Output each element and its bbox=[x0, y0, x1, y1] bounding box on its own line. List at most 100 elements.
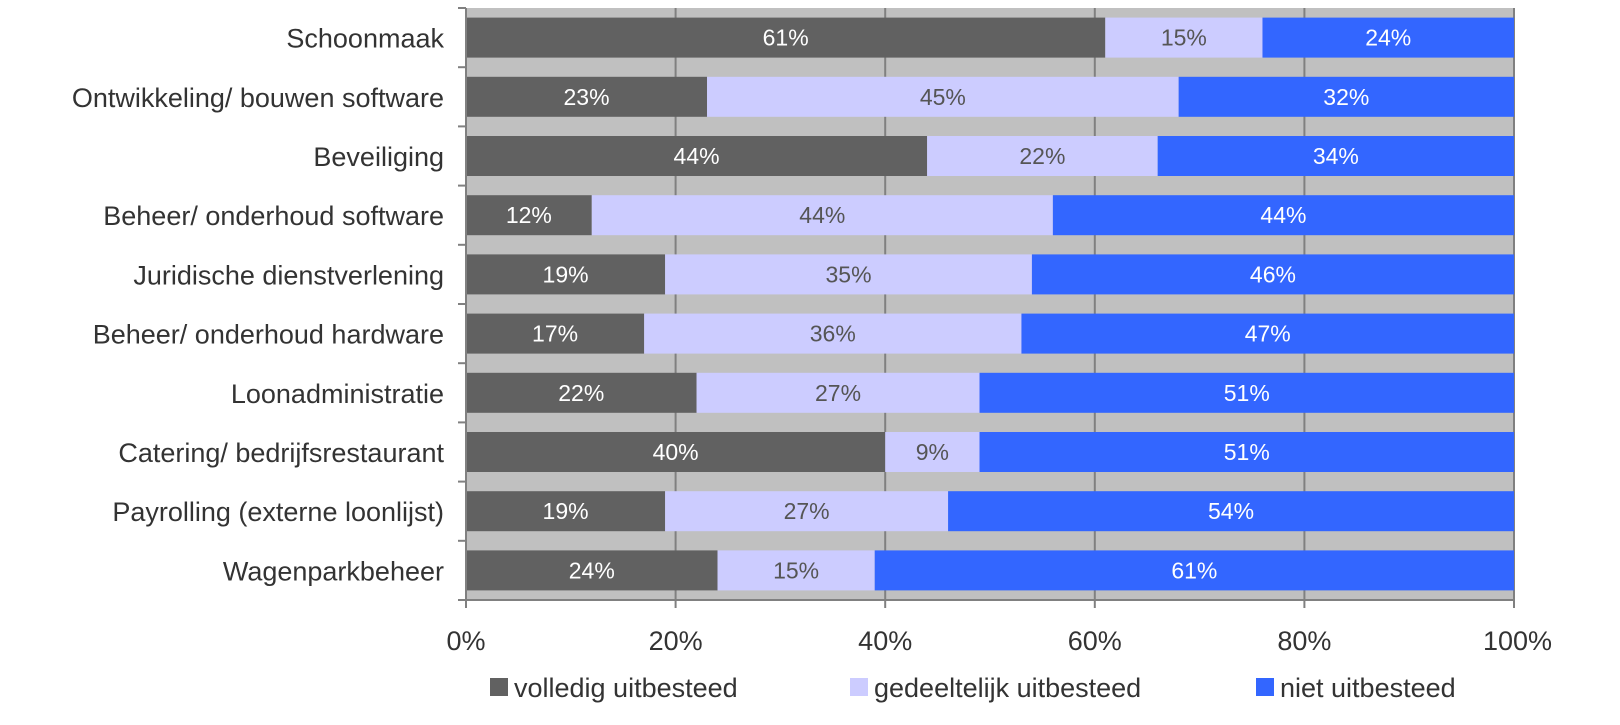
bar-segment bbox=[979, 372, 1514, 413]
legend-label: volledig uitbesteed bbox=[514, 673, 738, 703]
bar-segment bbox=[707, 76, 1179, 117]
bar-row: 22% 27% 51% bbox=[466, 372, 1514, 413]
data-label: 40% bbox=[653, 439, 699, 465]
bar-segment bbox=[466, 372, 697, 413]
category-label: Payrolling (externe loonlijst) bbox=[112, 497, 444, 527]
legend-swatch bbox=[490, 678, 508, 696]
data-label: 15% bbox=[1161, 25, 1207, 51]
data-label: 44% bbox=[799, 202, 845, 228]
bar-row: 19% 27% 54% bbox=[466, 491, 1514, 532]
data-label: 54% bbox=[1208, 498, 1254, 524]
data-label: 44% bbox=[1260, 202, 1306, 228]
data-label: 51% bbox=[1224, 439, 1270, 465]
bar-segment bbox=[1105, 17, 1263, 58]
data-label: 27% bbox=[784, 498, 830, 524]
x-tick-label: 80% bbox=[1277, 626, 1331, 656]
x-tick-labels: 0% 20% 40% 60% 80% 100% bbox=[446, 626, 1552, 656]
bar-segment bbox=[665, 254, 1032, 295]
data-label: 36% bbox=[810, 321, 856, 347]
data-label: 27% bbox=[815, 380, 861, 406]
legend-swatch bbox=[850, 678, 868, 696]
data-label: 61% bbox=[1171, 557, 1217, 583]
category-label: Beheer/ onderhoud hardware bbox=[93, 320, 444, 350]
bar-segment bbox=[927, 136, 1158, 176]
bar-row: 17% 36% 47% bbox=[466, 313, 1514, 354]
category-label: Ontwikkeling/ bouwen software bbox=[72, 83, 444, 113]
data-label: 19% bbox=[543, 498, 589, 524]
axes bbox=[458, 7, 1515, 608]
bar-segment bbox=[1262, 17, 1514, 58]
data-label: 12% bbox=[506, 202, 552, 228]
data-label: 47% bbox=[1245, 321, 1291, 347]
data-label: 24% bbox=[569, 557, 615, 583]
bar-row: 44% 22% 34% bbox=[466, 136, 1514, 176]
x-tick-label: 60% bbox=[1068, 626, 1122, 656]
bar-segment bbox=[466, 254, 666, 295]
bar-segment bbox=[1021, 313, 1514, 354]
data-label: 34% bbox=[1313, 143, 1359, 169]
legend-item: niet uitbesteed bbox=[1256, 673, 1456, 703]
bar-segment bbox=[696, 372, 980, 413]
bar-segment bbox=[874, 550, 1514, 591]
legend-label: gedeeltelijk uitbesteed bbox=[874, 673, 1141, 703]
category-label: Beheer/ onderhoud software bbox=[103, 201, 444, 231]
data-label: 32% bbox=[1323, 84, 1369, 110]
bar-segment bbox=[591, 195, 1053, 236]
legend-item: volledig uitbesteed bbox=[490, 673, 738, 703]
x-tick-label: 0% bbox=[446, 626, 485, 656]
x-tick-label: 20% bbox=[649, 626, 703, 656]
category-label: Schoonmaak bbox=[286, 24, 444, 54]
category-labels: Schoonmaak Ontwikkeling/ bouwen software B… bbox=[72, 24, 445, 587]
category-label: Loonadministratie bbox=[231, 379, 444, 409]
bar-segment bbox=[1178, 76, 1514, 117]
bar-segment bbox=[1157, 136, 1514, 176]
bar-segment bbox=[717, 550, 875, 591]
bar-segment bbox=[466, 313, 645, 354]
legend-item: gedeeltelijk uitbesteed bbox=[850, 673, 1141, 703]
bar-segment bbox=[948, 491, 1514, 532]
bar-segment bbox=[466, 550, 718, 591]
legend-swatch bbox=[1256, 678, 1274, 696]
legend-label: niet uitbesteed bbox=[1280, 673, 1456, 703]
category-label: Catering/ bedrijfsrestaurant bbox=[118, 438, 444, 468]
bar-segment bbox=[1031, 254, 1514, 295]
bar-row: 40% 9% 51% bbox=[466, 432, 1514, 472]
category-label: Wagenparkbeheer bbox=[223, 556, 444, 586]
bar-segment bbox=[466, 491, 666, 532]
bar-segment bbox=[665, 491, 949, 532]
bar-segment bbox=[1052, 195, 1514, 236]
data-label: 61% bbox=[763, 25, 809, 51]
data-label: 35% bbox=[825, 261, 871, 287]
data-label: 15% bbox=[773, 557, 819, 583]
bar-segment bbox=[466, 432, 886, 472]
x-tick-label: 40% bbox=[858, 626, 912, 656]
category-label: Beveiliging bbox=[313, 142, 444, 172]
data-label: 9% bbox=[916, 439, 949, 465]
bar-segment bbox=[466, 17, 1106, 58]
bar-segment bbox=[466, 136, 928, 176]
data-label: 22% bbox=[558, 380, 604, 406]
data-label: 22% bbox=[1019, 143, 1065, 169]
data-label: 19% bbox=[543, 261, 589, 287]
bar-segment bbox=[466, 195, 592, 236]
bar-row: 19% 35% 46% bbox=[466, 254, 1514, 295]
data-label: 23% bbox=[563, 84, 609, 110]
data-label: 46% bbox=[1250, 261, 1296, 287]
data-label: 45% bbox=[920, 84, 966, 110]
bar-segment bbox=[466, 76, 708, 117]
bar-segment bbox=[885, 432, 980, 472]
data-label: 44% bbox=[674, 143, 720, 169]
data-label: 24% bbox=[1365, 25, 1411, 51]
category-label: Juridische dienstverlening bbox=[133, 260, 444, 290]
data-label: 51% bbox=[1224, 380, 1270, 406]
data-label: 17% bbox=[532, 321, 578, 347]
bar-row: 23% 45% 32% bbox=[466, 76, 1514, 117]
legend: volledig uitbesteed gedeeltelijk uitbeste… bbox=[490, 673, 1456, 703]
bar-row: 24% 15% 61% bbox=[466, 550, 1514, 591]
bar-segment bbox=[979, 432, 1514, 472]
x-tick-label: 100% bbox=[1483, 626, 1552, 656]
bar-row: 61% 15% 24% bbox=[466, 17, 1514, 58]
bar-row: 12% 44% 44% bbox=[466, 195, 1514, 236]
bars: 61% 15% 24% 23% 45% 32% 44% 22% 34% 12% 44% 44% 19% 3… bbox=[466, 17, 1514, 591]
